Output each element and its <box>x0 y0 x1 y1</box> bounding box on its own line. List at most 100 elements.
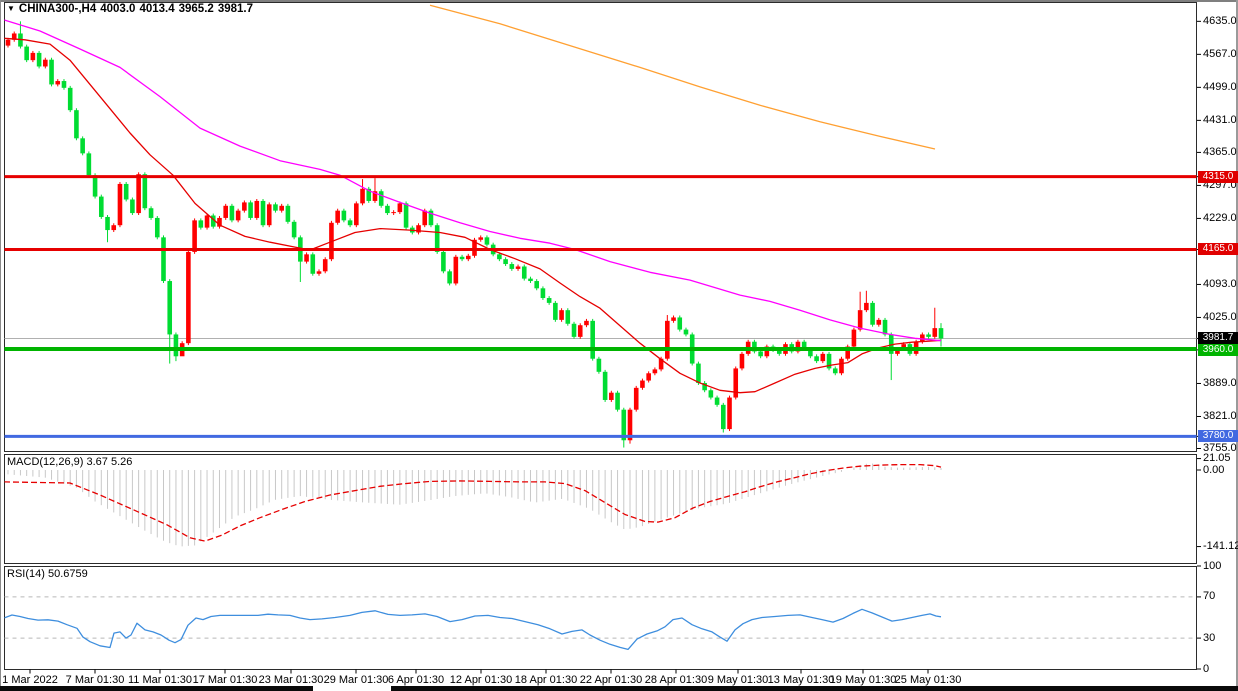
candle-body <box>304 254 309 262</box>
candle-body <box>11 33 17 40</box>
candle-body <box>260 200 266 226</box>
candle-body <box>217 217 222 227</box>
candle-body <box>310 254 316 274</box>
chart-title: ▼ CHINA300-,H4 4003.0 4013.4 3965.2 3981.7 <box>7 3 257 15</box>
candle-body <box>528 278 533 282</box>
candle-body <box>671 317 676 321</box>
candle-body <box>67 87 73 111</box>
price-badge: 3960.0 <box>1198 343 1238 356</box>
candle-body <box>832 368 838 374</box>
candle-body <box>242 202 247 211</box>
time-axis-label: 12 Apr 01:30 <box>449 674 513 686</box>
ma-slow-orange <box>429 4 936 150</box>
candle-body <box>801 341 807 349</box>
candle-body <box>347 220 353 226</box>
candle-body <box>845 346 850 359</box>
macd-panel[interactable] <box>4 454 1197 564</box>
candle-body <box>366 188 372 201</box>
candle-body <box>36 52 42 67</box>
rsi-name: RSI(14) <box>7 568 45 580</box>
candle-body <box>254 200 260 218</box>
bottom-bar-segment <box>0 686 313 691</box>
candle-body <box>901 344 906 349</box>
candle-body <box>465 255 471 260</box>
time-axis-label: 29 Mar 01:30 <box>323 674 389 686</box>
time-axis-label: 1 Mar 2022 <box>2 674 58 686</box>
candle-body <box>820 353 826 362</box>
rsi-axis-label: 100 <box>1203 559 1222 572</box>
candle-body <box>665 320 670 359</box>
candle-body <box>652 369 658 374</box>
rsi-panel[interactable] <box>4 566 1197 670</box>
price-badge: 3780.0 <box>1198 430 1238 443</box>
macd-values: 3.67 5.26 <box>86 456 133 468</box>
candle-body <box>434 225 440 252</box>
time-axis-label: 23 Mar 01:30 <box>258 674 324 686</box>
price-axis-label: 3889.0 <box>1203 376 1237 389</box>
candle-body <box>577 325 583 337</box>
candle-body <box>932 328 938 337</box>
candle-body <box>142 174 148 209</box>
candle-body <box>360 188 365 204</box>
candle-body <box>839 358 844 374</box>
candle-body <box>795 341 801 352</box>
candle-body <box>814 356 819 362</box>
symbol-dropdown-icon[interactable]: ▼ <box>7 4 15 13</box>
candle-body <box>422 210 428 226</box>
time-axis-label: 28 Apr 01:30 <box>644 674 708 686</box>
main-chart-panel[interactable] <box>4 2 1197 452</box>
symbol-timeframe: CHINA300-,H4 <box>18 3 97 15</box>
ma-fast-red <box>4 37 942 394</box>
price-axis-label: 4093.0 <box>1203 277 1237 290</box>
candle-body <box>870 302 875 325</box>
rsi-axis-label: 0 <box>1203 662 1210 675</box>
candle-body <box>714 397 720 405</box>
candle-body <box>776 349 782 354</box>
candle-body <box>5 39 11 46</box>
candle-body <box>223 205 228 218</box>
candle-body <box>235 210 241 221</box>
candle-body <box>111 225 117 231</box>
time-axis-label: 6 Apr 01:30 <box>387 674 445 686</box>
candle-body <box>86 153 92 176</box>
candle-body <box>752 341 757 352</box>
candle-body <box>521 266 527 279</box>
price-axis-label: 4635.0 <box>1203 14 1237 27</box>
candle-body <box>266 204 272 226</box>
candle-body <box>683 329 689 335</box>
candle-body <box>416 225 421 233</box>
candle-body <box>154 217 160 238</box>
candle-body <box>447 271 452 284</box>
candle-body <box>708 390 714 398</box>
candle-body <box>341 210 347 221</box>
candle-body <box>99 196 104 217</box>
candle-body <box>167 281 173 335</box>
price-axis-label: 4025.0 <box>1203 310 1237 323</box>
candle-body <box>497 254 502 260</box>
candle-body <box>43 59 48 67</box>
candle-body <box>322 259 328 272</box>
candle-body <box>55 81 61 85</box>
candle-body <box>677 317 683 330</box>
candle-body <box>633 387 639 410</box>
candle-body <box>590 320 595 359</box>
candle-body <box>391 212 396 214</box>
ohlc-high: 4013.4 <box>139 3 175 15</box>
price-axis-label: 4499.0 <box>1203 80 1237 93</box>
macd-name: MACD(12,26,9) <box>7 456 84 468</box>
candle-body <box>621 409 627 441</box>
candle-body <box>397 203 403 213</box>
candle-body <box>229 205 235 221</box>
macd-signal-line <box>4 463 942 542</box>
candle-body <box>826 353 832 369</box>
candle-body <box>484 237 490 245</box>
candle-body <box>161 237 166 282</box>
candle-body <box>378 191 384 206</box>
candle-body <box>895 349 900 354</box>
candle-body <box>148 208 154 218</box>
price-axis-label: 4431.0 <box>1203 113 1237 126</box>
candle-body <box>192 220 197 252</box>
candle-body <box>105 216 110 231</box>
time-axis-label: 22 Apr 01:30 <box>579 674 643 686</box>
